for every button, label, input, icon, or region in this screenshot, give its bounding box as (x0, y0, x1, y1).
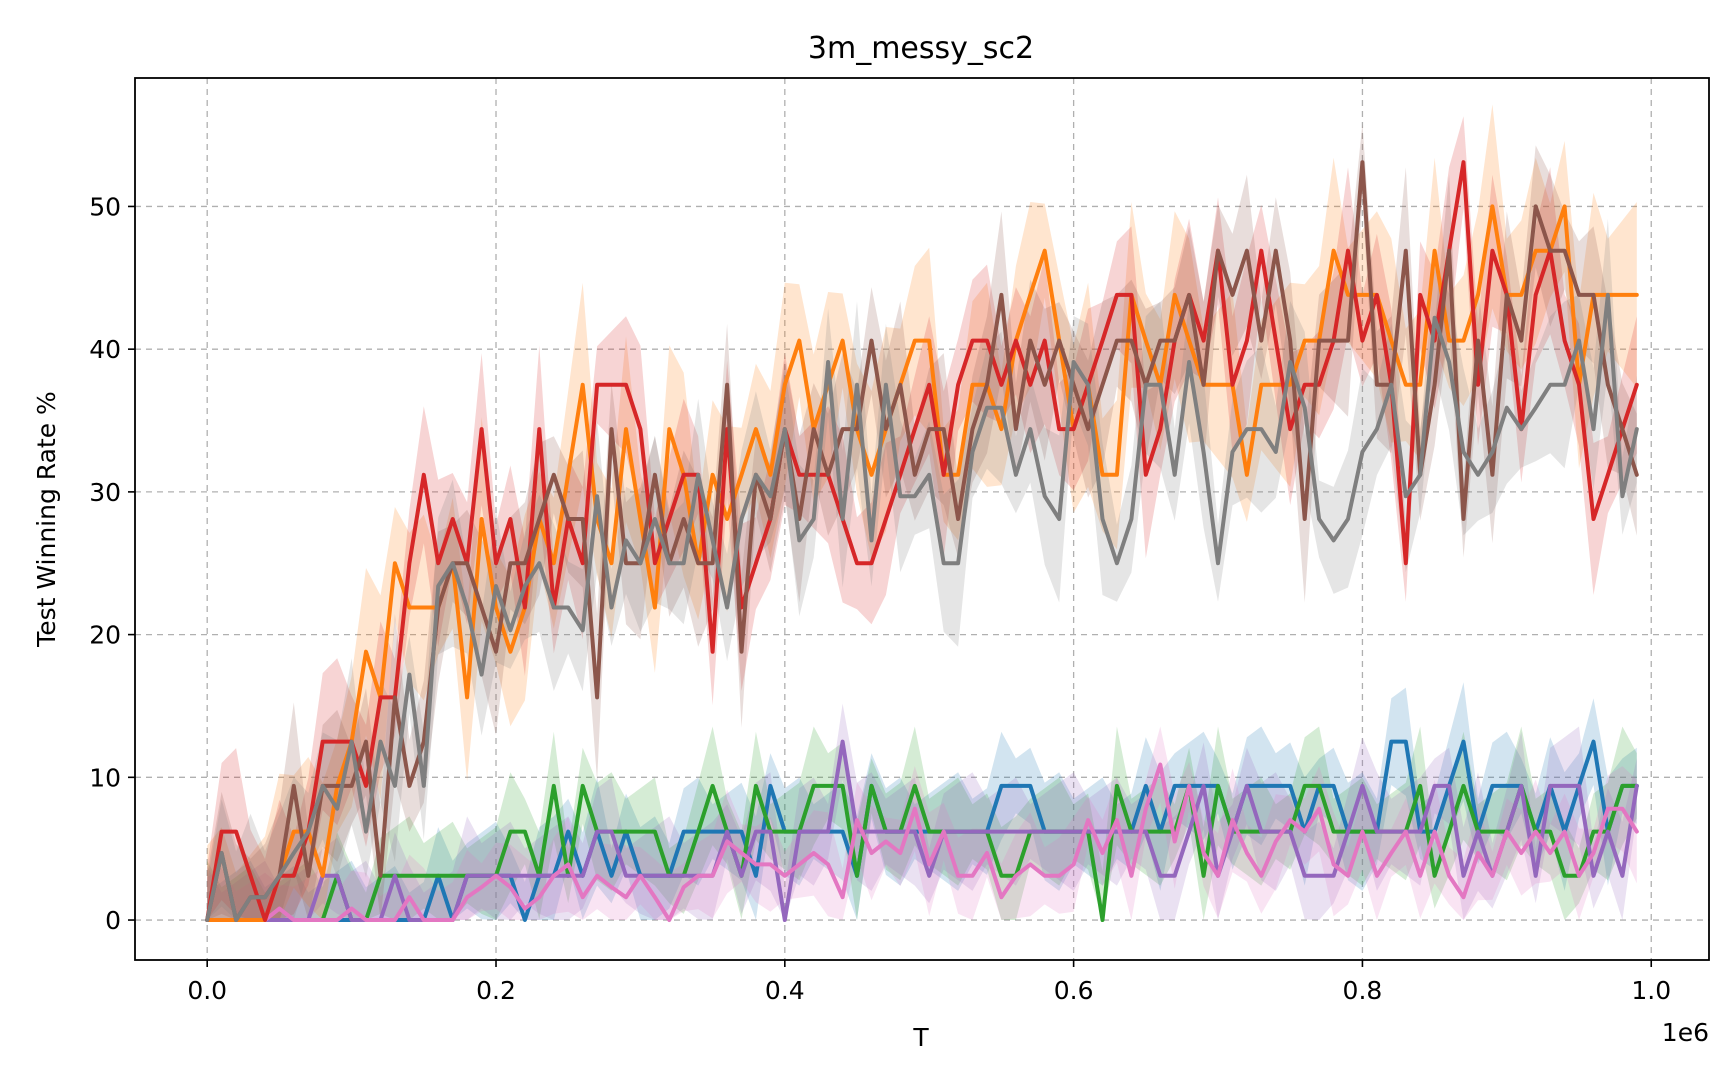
y-tick-label: 10 (89, 763, 121, 792)
confidence-band (207, 104, 1637, 920)
x-offset-label: 1e6 (1662, 1018, 1709, 1047)
plot-frame (134, 77, 1710, 961)
y-axis-label: Test Winning Rate % (32, 391, 61, 648)
confidence-band (207, 726, 1637, 920)
series-line (205, 160, 1639, 922)
x-tick-label: 0.2 (476, 976, 516, 1005)
series-lines (205, 160, 1639, 922)
confidence-band (207, 123, 1637, 920)
series-line (205, 160, 1639, 922)
chart-title: 3m_messy_sc2 (808, 31, 1034, 66)
x-tick-label: 0.8 (1343, 976, 1383, 1005)
confidence-band (207, 116, 1637, 920)
y-tick-label: 50 (89, 192, 121, 221)
axis-ticks: 0.0 0.2 0.4 0.6 0.8 1.0 0 10 20 30 40 50 (89, 192, 1671, 1005)
x-tick-label: 1.0 (1631, 976, 1671, 1005)
confidence-bands (207, 104, 1637, 920)
y-tick-label: 0 (105, 906, 121, 935)
confidence-band (207, 726, 1637, 920)
series-line (205, 292, 1639, 922)
confidence-band (207, 218, 1637, 920)
series-line (205, 762, 1639, 922)
x-tick-label: 0.6 (1054, 976, 1094, 1005)
x-tick-label: 0.4 (765, 976, 805, 1005)
y-tick-label: 30 (89, 478, 121, 507)
x-axis-label: T (912, 1023, 929, 1052)
x-tick-label: 0.0 (187, 976, 227, 1005)
y-tick-label: 40 (89, 335, 121, 364)
y-tick-label: 20 (89, 621, 121, 650)
